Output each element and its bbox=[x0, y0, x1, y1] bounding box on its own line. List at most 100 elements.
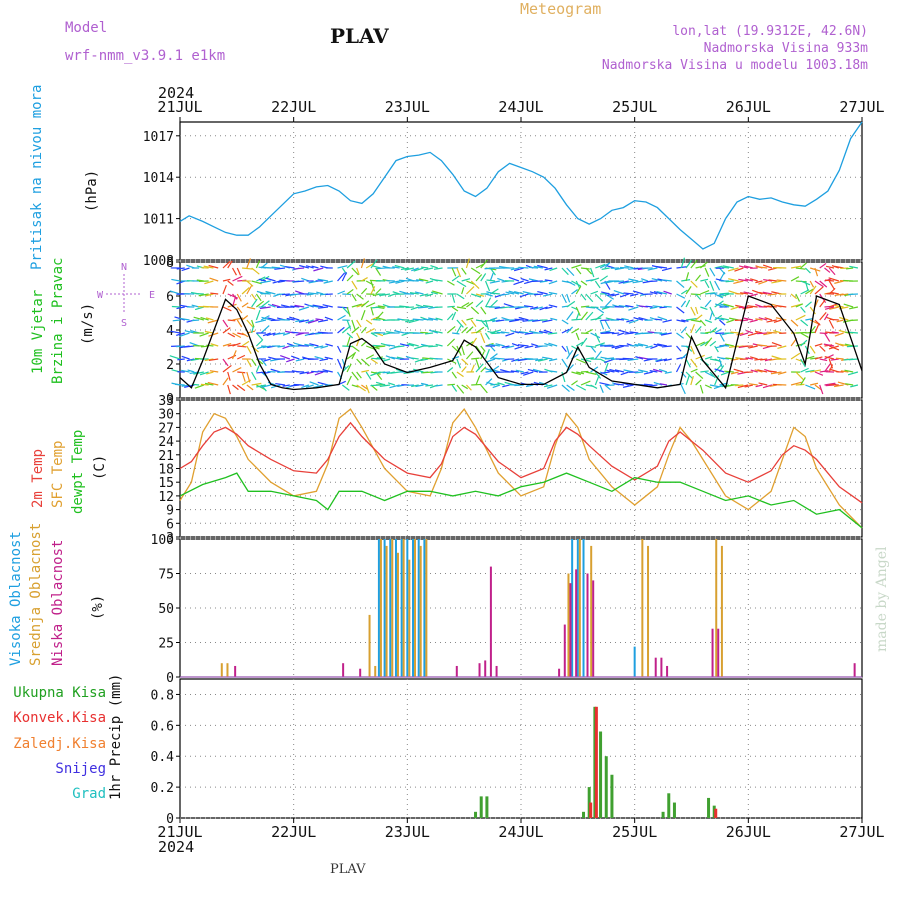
wind-arrow bbox=[760, 358, 768, 361]
wind-arrow bbox=[743, 291, 754, 295]
wind-arrow bbox=[619, 266, 629, 269]
wind-arrow bbox=[251, 280, 262, 285]
wind-arrow bbox=[456, 267, 462, 278]
wind-arrow bbox=[544, 342, 553, 347]
wind-arrow bbox=[461, 345, 465, 356]
wind-arrow bbox=[451, 311, 457, 321]
wind-arrow bbox=[663, 358, 672, 362]
wind-arrow bbox=[580, 293, 587, 301]
wind-arrow bbox=[251, 298, 258, 308]
wind-arrow bbox=[548, 342, 558, 347]
wind-arrow bbox=[505, 345, 515, 349]
wind-arrow bbox=[770, 371, 782, 375]
wind-arrow bbox=[420, 358, 429, 362]
wind-arrow bbox=[533, 293, 543, 296]
wind-arrow bbox=[685, 286, 692, 295]
cloud-bar bbox=[641, 539, 644, 677]
y-tick-label: 6 bbox=[166, 290, 174, 305]
wind-arrow bbox=[466, 384, 472, 391]
wind-arrow bbox=[726, 319, 734, 324]
wind-arrow bbox=[829, 318, 839, 321]
wind-arrow bbox=[590, 366, 599, 373]
wind-arrow bbox=[769, 384, 777, 387]
wind-arrow bbox=[699, 261, 708, 269]
wind-arrow bbox=[409, 292, 419, 295]
wind-arrow bbox=[341, 384, 350, 391]
wind-arrow bbox=[412, 318, 424, 321]
wind-arrow bbox=[571, 380, 578, 386]
wind-arrow bbox=[621, 317, 629, 321]
wind-arrow bbox=[647, 267, 658, 271]
wind-arrow bbox=[484, 349, 490, 360]
wind-arrow bbox=[471, 357, 480, 360]
wind-arrow bbox=[370, 280, 376, 292]
wind-arrow bbox=[461, 326, 468, 334]
precip-bar bbox=[582, 811, 586, 818]
wind-arrow bbox=[618, 280, 629, 284]
wind-arrow bbox=[256, 276, 266, 282]
wind-arrow bbox=[256, 384, 267, 388]
wind-arrow bbox=[176, 267, 185, 270]
wind-arrow bbox=[766, 331, 777, 334]
wind-arrow bbox=[750, 369, 758, 373]
day-label-bottom: 24JUL bbox=[498, 823, 543, 841]
wind-arrow bbox=[446, 338, 456, 347]
wind-arrow bbox=[767, 293, 777, 296]
wind-arrow bbox=[675, 364, 681, 373]
wind-arrow bbox=[169, 290, 181, 295]
wind-arrow bbox=[548, 291, 558, 295]
y-tick-label: 1017 bbox=[143, 130, 174, 145]
wind-arrow bbox=[819, 370, 829, 373]
wind-arrow bbox=[514, 331, 524, 334]
wind-arrow bbox=[489, 345, 496, 352]
wind-arrow bbox=[730, 331, 739, 334]
wind-arrow bbox=[351, 293, 357, 302]
y-tick-label: 2 bbox=[166, 358, 174, 373]
cloud-bar bbox=[379, 539, 382, 677]
cloud-bar bbox=[419, 545, 422, 677]
wind-arrow bbox=[819, 280, 828, 288]
day-label-bottom: 23JUL bbox=[385, 823, 430, 841]
cloud-bar bbox=[391, 539, 394, 677]
wind-arrow bbox=[314, 345, 324, 349]
wind-arrow bbox=[828, 345, 839, 350]
wind-arrow bbox=[489, 280, 500, 284]
wind-arrow bbox=[360, 310, 366, 321]
cloud-bar bbox=[385, 545, 388, 677]
wind-arrow bbox=[480, 384, 488, 394]
y-tick-label: 0.8 bbox=[151, 688, 174, 703]
wind-arrow bbox=[566, 326, 574, 334]
precip-legend-3: Snijeg bbox=[55, 761, 106, 777]
wind-arrow bbox=[187, 369, 195, 373]
wind-arrow bbox=[203, 265, 214, 269]
wind-arrow bbox=[204, 382, 214, 386]
wind-arrow bbox=[624, 265, 634, 269]
wind-arrow bbox=[744, 384, 754, 388]
wind-arrow bbox=[834, 332, 844, 337]
wind-arrow bbox=[428, 317, 438, 321]
wind-arrow bbox=[566, 345, 570, 356]
wind-arrow bbox=[255, 339, 263, 347]
wind-arrow bbox=[480, 319, 488, 328]
wind-arrow bbox=[305, 384, 314, 388]
wind-arrow bbox=[317, 278, 329, 282]
wind-arrow bbox=[520, 277, 529, 282]
wind-arrow bbox=[734, 267, 744, 272]
wind-arrow bbox=[575, 341, 584, 347]
wind-arrow bbox=[549, 267, 558, 272]
wind-arrow bbox=[484, 319, 496, 322]
wind-arrow bbox=[365, 262, 375, 269]
cloud-bar bbox=[563, 624, 566, 677]
cloud-bar bbox=[576, 539, 579, 677]
wind-arrow bbox=[828, 277, 839, 282]
wind-arrow bbox=[805, 301, 812, 308]
wind-arrow bbox=[531, 343, 539, 347]
wind-arrow bbox=[505, 291, 515, 295]
wind-arrow bbox=[704, 299, 712, 308]
wind-arrow bbox=[371, 357, 381, 360]
wind-arrow bbox=[411, 267, 419, 272]
wind-arrow bbox=[171, 305, 181, 308]
wind-arrow bbox=[618, 329, 629, 334]
wind-arrow bbox=[714, 368, 725, 373]
wind-arrow bbox=[452, 332, 460, 335]
